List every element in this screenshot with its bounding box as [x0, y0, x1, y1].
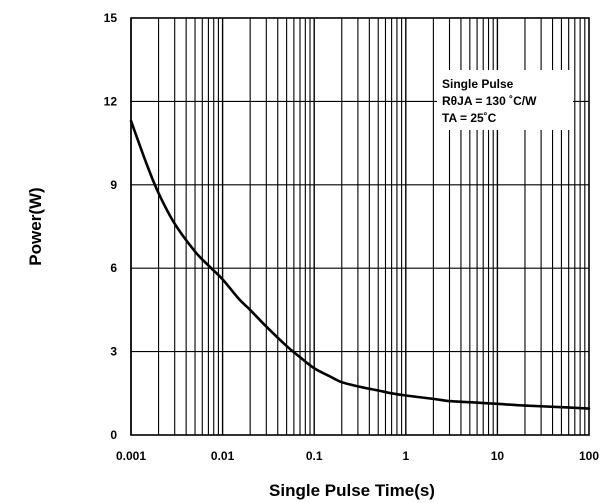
y-axis-title: Power(W) — [26, 187, 45, 265]
annotation-box — [437, 70, 573, 130]
annotation-line-2: RθJA = 130 ˚C/W — [442, 94, 537, 108]
x-axis-title: Single Pulse Time(s) — [269, 481, 435, 500]
y-tick-label: 0 — [110, 428, 117, 442]
x-tick-label: 0.01 — [211, 449, 235, 463]
x-tick-label: 0.1 — [306, 449, 323, 463]
x-tick-label: 100 — [579, 449, 599, 463]
annotation-line-3: TA = 25˚C — [442, 111, 497, 125]
annotation-line-1: Single Pulse — [442, 77, 514, 91]
x-tick-label: 10 — [491, 449, 505, 463]
y-tick-label: 3 — [110, 345, 117, 359]
y-tick-label: 9 — [110, 178, 117, 192]
power-curve — [129, 119, 591, 410]
grid — [130, 17, 589, 436]
y-tick-label: 6 — [110, 261, 117, 275]
plot-frame — [130, 17, 590, 436]
tick-labels: 0.001 0.01 0.1 1 10 100 0 3 6 9 12 15 — [104, 11, 600, 463]
y-tick-label: 12 — [104, 94, 118, 108]
y-tick-label: 15 — [104, 11, 118, 25]
x-tick-label: 1 — [402, 449, 409, 463]
x-tick-label: 0.001 — [116, 449, 146, 463]
